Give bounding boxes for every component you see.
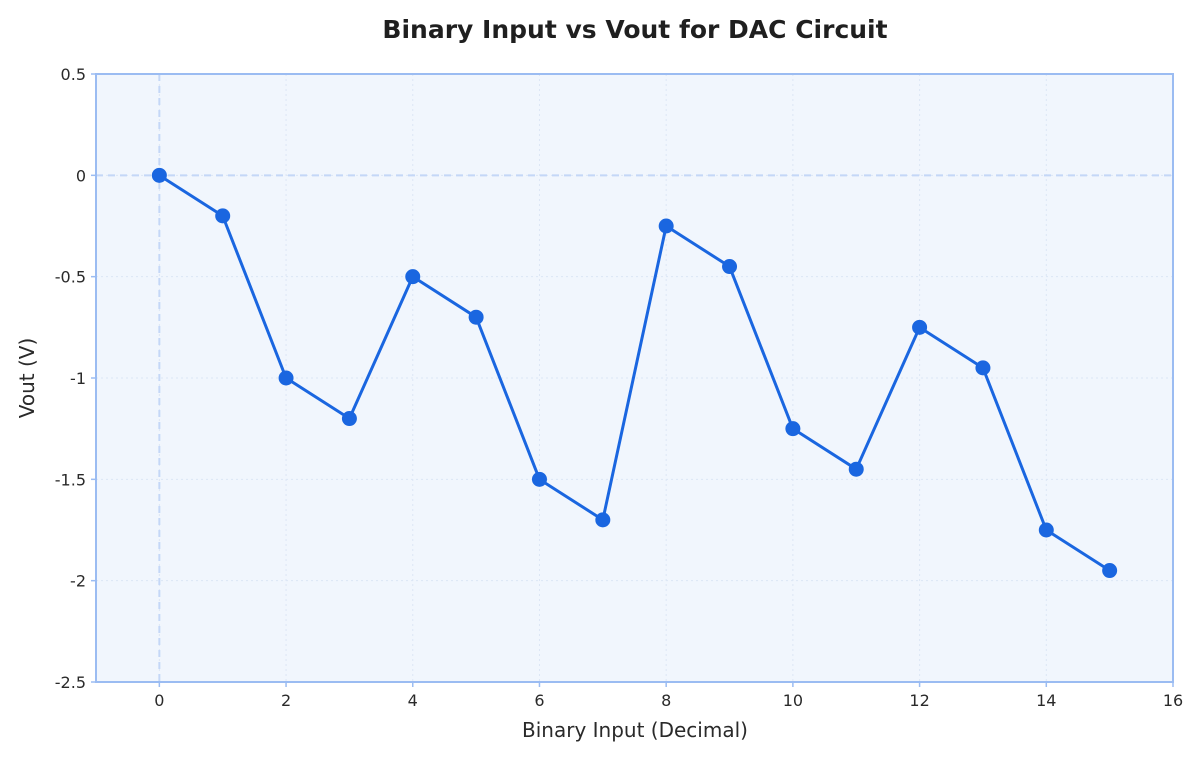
y-tick-label: -2.5 <box>55 673 86 692</box>
data-point[interactable] <box>975 360 991 376</box>
data-point[interactable] <box>531 471 547 487</box>
axis-ticks: 0 2 4 6 8 10 12 14 16 0.5 0 -0.5 -1 -1.5 -2 -2.5 <box>55 65 1183 710</box>
series-layer <box>151 167 1118 579</box>
data-point[interactable] <box>785 421 801 437</box>
data-point[interactable] <box>1038 522 1054 538</box>
x-tick-label: 14 <box>1036 691 1056 710</box>
y-tick-label: -0.5 <box>55 268 86 287</box>
data-point[interactable] <box>848 461 864 477</box>
x-tick-label: 2 <box>281 691 291 710</box>
data-point[interactable] <box>405 269 421 285</box>
y-axis-label: Vout (V) <box>15 338 39 419</box>
x-axis-label: Binary Input (Decimal) <box>522 718 748 742</box>
data-point[interactable] <box>912 319 928 335</box>
data-point[interactable] <box>151 167 167 183</box>
data-point[interactable] <box>278 370 294 386</box>
series-line <box>157 173 1112 573</box>
y-tick-label: -1.5 <box>55 470 86 489</box>
x-tick-label: 8 <box>661 691 671 710</box>
x-tick-label: 6 <box>534 691 544 710</box>
x-tick-label: 12 <box>909 691 929 710</box>
data-point[interactable] <box>341 411 357 427</box>
y-tick-label: -2 <box>70 572 86 591</box>
data-point[interactable] <box>1102 563 1118 579</box>
y-tick-label: -1 <box>70 369 86 388</box>
x-tick-label: 16 <box>1163 691 1183 710</box>
x-tick-label: 4 <box>408 691 418 710</box>
chart-title: Binary Input vs Vout for DAC Circuit <box>382 15 887 44</box>
y-tick-label: 0 <box>76 166 86 185</box>
data-point[interactable] <box>658 218 674 234</box>
data-point[interactable] <box>722 259 738 275</box>
data-point[interactable] <box>595 512 611 528</box>
x-tick-label: 10 <box>783 691 803 710</box>
x-tick-label: 0 <box>154 691 164 710</box>
data-point[interactable] <box>468 309 484 325</box>
y-tick-label: 0.5 <box>61 65 86 84</box>
data-point[interactable] <box>215 208 231 224</box>
